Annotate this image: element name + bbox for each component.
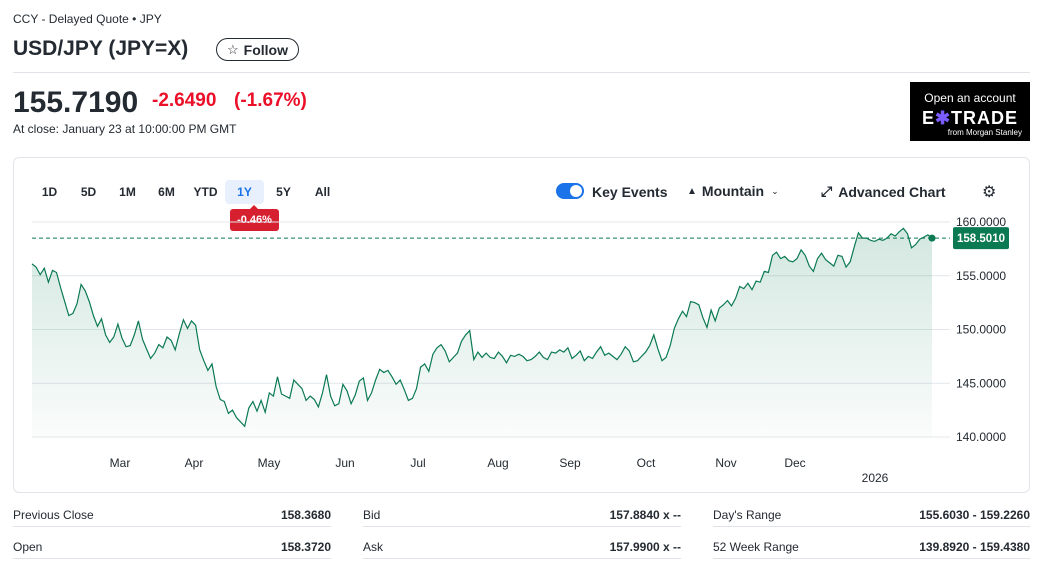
range-all[interactable]: All: [314, 185, 331, 199]
x-tick-label: Oct: [637, 456, 656, 470]
y-tick-label: 150.0000: [956, 323, 1006, 337]
stat-bid: Bid 157.8840 x --: [363, 503, 681, 527]
divider: [13, 72, 1030, 73]
price-change: -2.6490: [152, 90, 217, 111]
follow-label: Follow: [243, 41, 288, 58]
range-5y[interactable]: 5Y: [276, 185, 291, 199]
stat-open: Open 158.3720: [13, 535, 331, 559]
chart-type-dropdown[interactable]: ▲ Mountain ⌄: [687, 183, 779, 199]
chart-type-label: Mountain: [701, 183, 765, 199]
last-price-label: 158.5010: [957, 233, 1005, 245]
ad-sub: from Morgan Stanley: [947, 128, 1022, 137]
price-line: [31, 227, 933, 428]
x-tick-label: Jun: [335, 456, 354, 470]
y-tick-label: 145.0000: [956, 376, 1006, 390]
chart-container: [13, 157, 1030, 493]
advanced-chart-button[interactable]: ⤢ Advanced Chart: [821, 183, 946, 200]
toggle-knob: [570, 185, 582, 197]
star-icon: ☆: [227, 41, 239, 57]
x-tick-label: Jul: [410, 456, 425, 470]
range-6m[interactable]: 6M: [158, 185, 175, 199]
range-1y[interactable]: 1Y: [225, 180, 264, 204]
y-tick-label: 160.0000: [956, 215, 1006, 229]
x-tick-label: Apr: [185, 456, 204, 470]
x-tick-label: Sep: [559, 456, 581, 470]
key-events-toggle[interactable]: [556, 183, 584, 199]
area-fill: [32, 228, 932, 437]
x-tick-label: May: [258, 456, 281, 470]
current-price: 155.7190: [13, 86, 139, 119]
stat-52-week-range: 52 Week Range 139.8920 - 159.4380: [713, 535, 1030, 559]
key-events-label: Key Events: [592, 184, 668, 200]
range-5d[interactable]: 5D: [80, 185, 97, 199]
range-selector: 1D 5D 1M 6M YTD 1Y 5Y All: [30, 180, 342, 204]
price-change-percent: (-1.67%): [234, 90, 307, 111]
etrade-logo: E✱TRADE: [921, 108, 1019, 128]
x-tick-label: 2026: [862, 471, 889, 485]
stat-ask: Ask 157.9900 x --: [363, 535, 681, 559]
gear-icon[interactable]: ⚙: [982, 184, 997, 201]
range-ytd[interactable]: YTD: [193, 185, 218, 199]
etrade-ad[interactable]: Open an account E✱TRADE from Morgan Stan…: [910, 82, 1030, 141]
y-tick-label: 140.0000: [956, 430, 1006, 444]
range-1m[interactable]: 1M: [119, 185, 136, 199]
x-tick-label: Aug: [487, 456, 508, 470]
range-performance-badge: -0.46%: [230, 205, 279, 231]
y-tick-label: 155.0000: [956, 269, 1006, 283]
follow-button[interactable]: ☆ Follow: [216, 38, 299, 61]
advanced-chart-label: Advanced Chart: [838, 183, 946, 200]
page-title: USD/JPY (JPY=X): [13, 37, 189, 60]
x-tick-label: Dec: [784, 456, 805, 470]
range-1d[interactable]: 1D: [41, 185, 58, 199]
expand-icon: ⤢: [821, 183, 833, 199]
last-price-tag: [953, 227, 1009, 250]
quote-meta: CCY - Delayed Quote • JPY: [13, 12, 162, 26]
close-timestamp: At close: January 23 at 10:00:00 PM GMT: [13, 122, 237, 136]
last-point-marker: [928, 234, 936, 242]
x-tick-label: Nov: [715, 456, 736, 470]
ad-cta: Open an account: [924, 91, 1016, 105]
mountain-icon: ▲: [687, 185, 697, 197]
stat-days-range: Day's Range 155.6030 - 159.2260: [713, 503, 1030, 527]
x-tick-label: Mar: [110, 456, 131, 470]
chevron-down-icon: ⌄: [771, 185, 779, 196]
stat-previous-close: Previous Close 158.3680: [13, 503, 331, 527]
